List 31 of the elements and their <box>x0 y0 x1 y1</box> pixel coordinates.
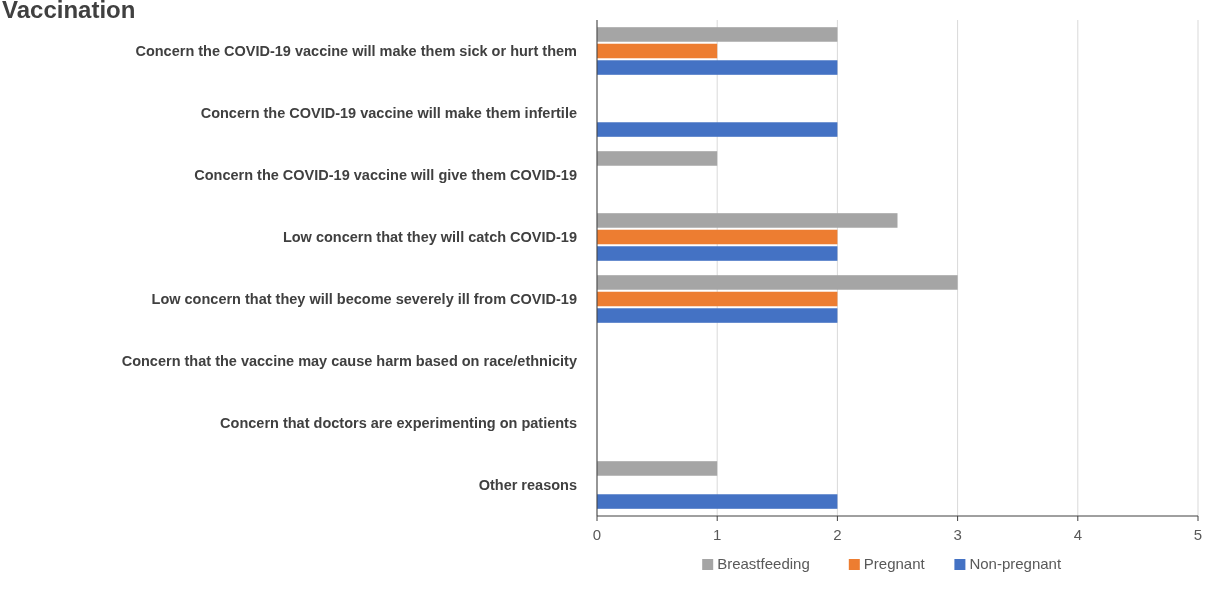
bar <box>597 213 898 228</box>
y-tick-label: Concern the COVID-19 vaccine will make them sick or hurt them <box>135 43 577 59</box>
bar <box>597 122 838 137</box>
x-tick-label: 1 <box>713 526 722 543</box>
x-tick-label: 5 <box>1193 526 1203 543</box>
bar <box>597 275 958 290</box>
bar <box>597 27 838 42</box>
y-tick-label: Concern the COVID-19 vaccine will give them COVID-19 <box>194 167 577 183</box>
bar <box>597 229 838 245</box>
y-tick-label: Concern the COVID-19 vaccine will make them infertile <box>200 105 577 121</box>
x-tick-label: 0 <box>592 526 602 543</box>
y-tick-label: Concern that doctors are experimenting on patients <box>220 415 577 431</box>
y-tick-label: Low concern that they will become severely ill from COVID-19 <box>151 291 577 307</box>
y-tick-label: Concern that the vaccine may cause harm based on race/ethnicity <box>121 353 577 369</box>
y-tick-label: Low concern that they will catch COVID-19 <box>282 229 577 245</box>
x-tick-label: 4 <box>1073 526 1082 543</box>
bar <box>597 291 838 307</box>
x-tick-label: 2 <box>833 526 842 543</box>
bar <box>597 60 838 75</box>
legend-label: Non-pregnant <box>969 555 1062 572</box>
legend-label: Pregnant <box>863 555 926 572</box>
text: Vaccination <box>2 0 136 23</box>
bar <box>597 308 838 323</box>
bar <box>597 151 718 166</box>
bar <box>597 43 718 59</box>
y-tick-label: Other reasons <box>478 477 577 493</box>
bar <box>597 461 718 476</box>
legend-label: Breastfeeding <box>717 555 810 572</box>
bar <box>597 494 838 509</box>
bar <box>597 246 838 261</box>
x-tick-label: 3 <box>953 526 962 543</box>
